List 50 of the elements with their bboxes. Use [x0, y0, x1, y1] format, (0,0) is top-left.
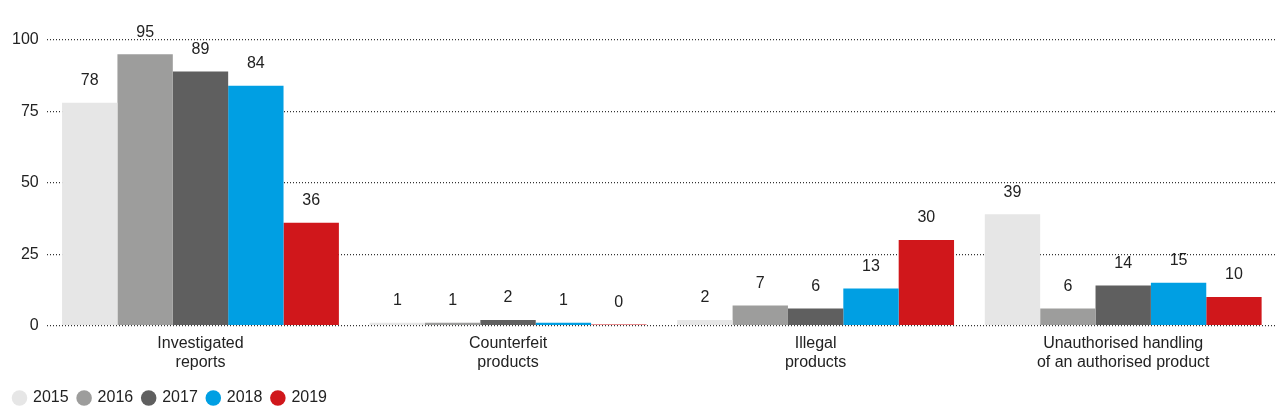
bar — [1150, 282, 1207, 325]
data-label: 13 — [862, 256, 880, 274]
y-tick-label: 100 — [11, 30, 39, 48]
legend-label: 2017 — [162, 388, 198, 406]
data-label: 1 — [392, 291, 402, 309]
data-label: 1 — [448, 291, 458, 309]
data-label: 2 — [503, 288, 513, 306]
data-label: 30 — [917, 208, 936, 226]
data-label: 15 — [1169, 251, 1188, 269]
bar — [677, 319, 733, 325]
legend-label: 2019 — [291, 388, 328, 406]
data-label: 39 — [1003, 182, 1022, 200]
bar — [228, 85, 284, 325]
data-label: 0 — [614, 293, 624, 311]
bar — [117, 54, 173, 325]
data-label: 89 — [191, 39, 210, 57]
data-label: 7 — [755, 274, 765, 292]
data-label: 14 — [1114, 254, 1133, 272]
y-tick-label: 75 — [20, 101, 39, 119]
x-tick-label: Counterfeit products — [468, 333, 548, 370]
data-label: 10 — [1225, 265, 1243, 283]
bar — [62, 102, 118, 325]
bar — [1095, 285, 1151, 325]
legend-label: 2016 — [97, 388, 134, 406]
bar — [1040, 308, 1096, 325]
bar — [732, 305, 788, 325]
data-label: 1 — [558, 291, 568, 309]
bar — [787, 308, 844, 325]
bar — [898, 239, 955, 325]
bar — [283, 222, 339, 325]
bar — [843, 288, 899, 325]
x-tick-label: Investigated reports — [157, 333, 244, 370]
data-label: 78 — [80, 71, 99, 89]
data-label: 6 — [811, 276, 821, 294]
legend-label: 2015 — [33, 388, 69, 406]
data-label: 6 — [1063, 276, 1073, 294]
data-label: 95 — [136, 22, 155, 40]
data-label: 2 — [700, 288, 710, 306]
y-tick-label: 0 — [29, 316, 39, 334]
bar — [1206, 297, 1262, 325]
bar — [984, 214, 1041, 325]
legend-label: 2018 — [226, 388, 263, 406]
bar — [480, 319, 536, 325]
bar — [172, 71, 229, 325]
y-tick-label: 25 — [20, 244, 39, 262]
x-tick-label: Unauthorised handling of an authorised product — [1036, 333, 1211, 370]
y-tick-label: 50 — [20, 173, 39, 191]
data-label: 84 — [246, 54, 265, 72]
x-tick-label: Illegal products — [784, 333, 847, 370]
data-label: 36 — [302, 191, 321, 209]
